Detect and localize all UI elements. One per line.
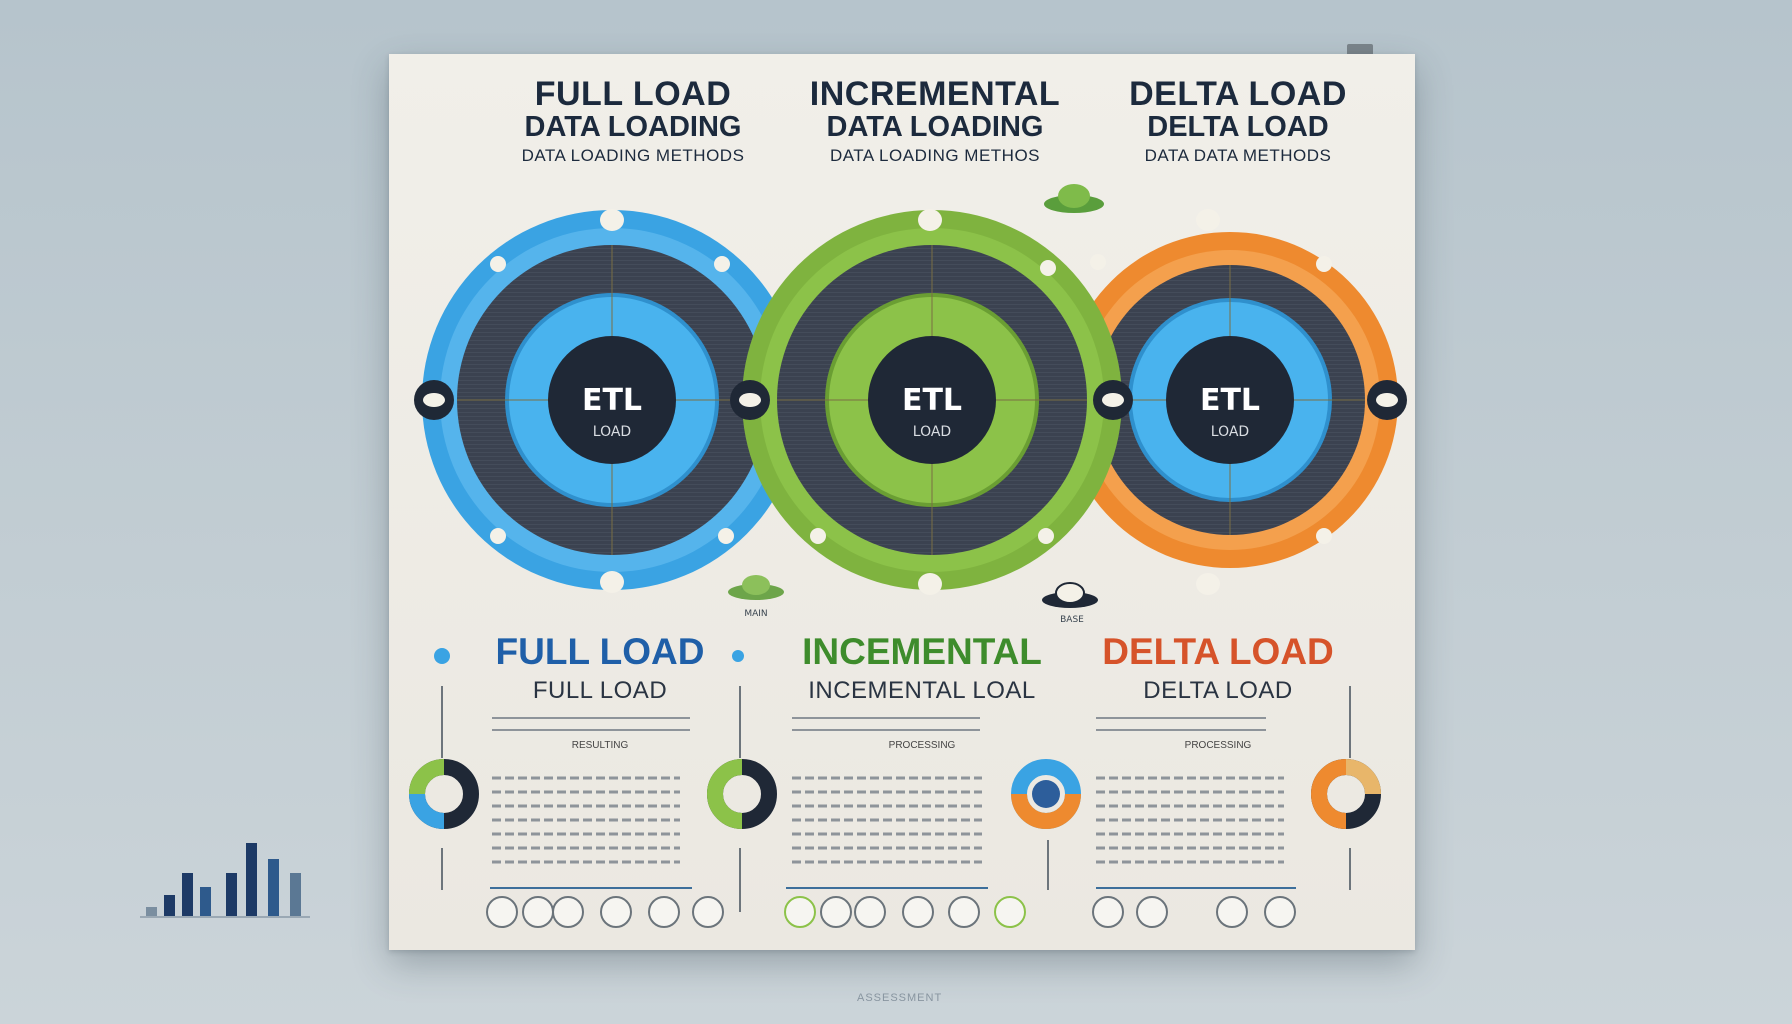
chip (902, 896, 934, 928)
full-center-sub: LOAD (593, 424, 631, 440)
cloud-icon (1044, 184, 1104, 213)
bullet-dot (434, 648, 450, 664)
section-title: INCEMENTAL (802, 631, 1042, 672)
section-title: DELTA LOAD (1102, 631, 1334, 672)
header-full-load: FULL LOAD DATA LOADING DATA LOADING METH… (488, 76, 778, 170)
chip (820, 896, 852, 928)
section-full-load: FULL LOAD FULL LOAD RESULTING (450, 630, 750, 751)
pin-tab (1347, 44, 1373, 56)
donut-chart (707, 759, 777, 829)
section-caption: RESULTING (571, 740, 629, 751)
chip (522, 896, 554, 928)
section-subtitle: INCEMENTAL LOAL (808, 677, 1036, 704)
chip (948, 896, 980, 928)
chip (692, 896, 724, 928)
chip (552, 896, 584, 928)
incremental-center-sub: LOAD (913, 424, 951, 440)
chip (1092, 896, 1124, 928)
chip (1216, 896, 1248, 928)
delta-center-sub: LOAD (1211, 424, 1249, 440)
full-load-circle: ETL LOAD (422, 210, 802, 590)
bullet-dot (732, 650, 744, 662)
header-title: DELTA LOAD (1129, 75, 1347, 113)
cloud-icon (1042, 582, 1098, 608)
cloud-icon (728, 575, 784, 600)
cloud-markers (423, 209, 1398, 595)
chip (1264, 896, 1296, 928)
section-subtitle: FULL LOAD (532, 677, 668, 704)
section-caption: PROCESSING (1184, 740, 1252, 751)
donut-chart (409, 759, 479, 829)
full-center-label: ETL (582, 383, 642, 418)
header-delta-load: DELTA LOAD DELTA LOAD DATA DATA METHODS (1093, 76, 1383, 170)
header-title: INCREMENTAL (809, 75, 1061, 113)
header-subtitle: DATA LOADING (524, 111, 742, 143)
header-caption: DATA LOADING METHODS (521, 146, 745, 165)
donut-chart (1311, 759, 1381, 829)
section-incremental: INCEMENTAL INCEMENTAL LOAL PROCESSING (772, 630, 1072, 751)
header-caption: DATA DATA METHODS (1144, 146, 1332, 165)
chip (854, 896, 886, 928)
header-title: FULL LOAD (534, 75, 732, 113)
header-incremental: INCREMENTAL DATA LOADING DATA LOADING ME… (790, 76, 1080, 170)
header-caption: DATA LOADING METHOS (829, 146, 1041, 165)
section-caption: PROCESSING (888, 740, 956, 751)
section-title: FULL LOAD (495, 631, 705, 672)
section-delta-load: DELTA LOAD DELTA LOAD PROCESSING (1068, 630, 1368, 751)
chip (994, 896, 1026, 928)
section-subtitle: DELTA LOAD (1143, 677, 1293, 704)
header-subtitle: DATA LOADING (826, 111, 1044, 143)
incremental-center-label: ETL (902, 383, 962, 418)
cloud-caption: MAIN (744, 609, 767, 619)
incremental-circle: ETL LOAD (742, 210, 1122, 590)
chip (486, 896, 518, 928)
chip (648, 896, 680, 928)
cloud-caption: BASE (1060, 615, 1084, 625)
delta-center-label: ETL (1200, 383, 1260, 418)
header-subtitle: DELTA LOAD (1147, 111, 1329, 143)
chip (600, 896, 632, 928)
footer-caption: ASSESSMENT (857, 992, 943, 1004)
donut-chart (1011, 759, 1081, 829)
chip (1136, 896, 1168, 928)
chip (784, 896, 816, 928)
delta-load-circle: ETL LOAD (1062, 232, 1398, 568)
